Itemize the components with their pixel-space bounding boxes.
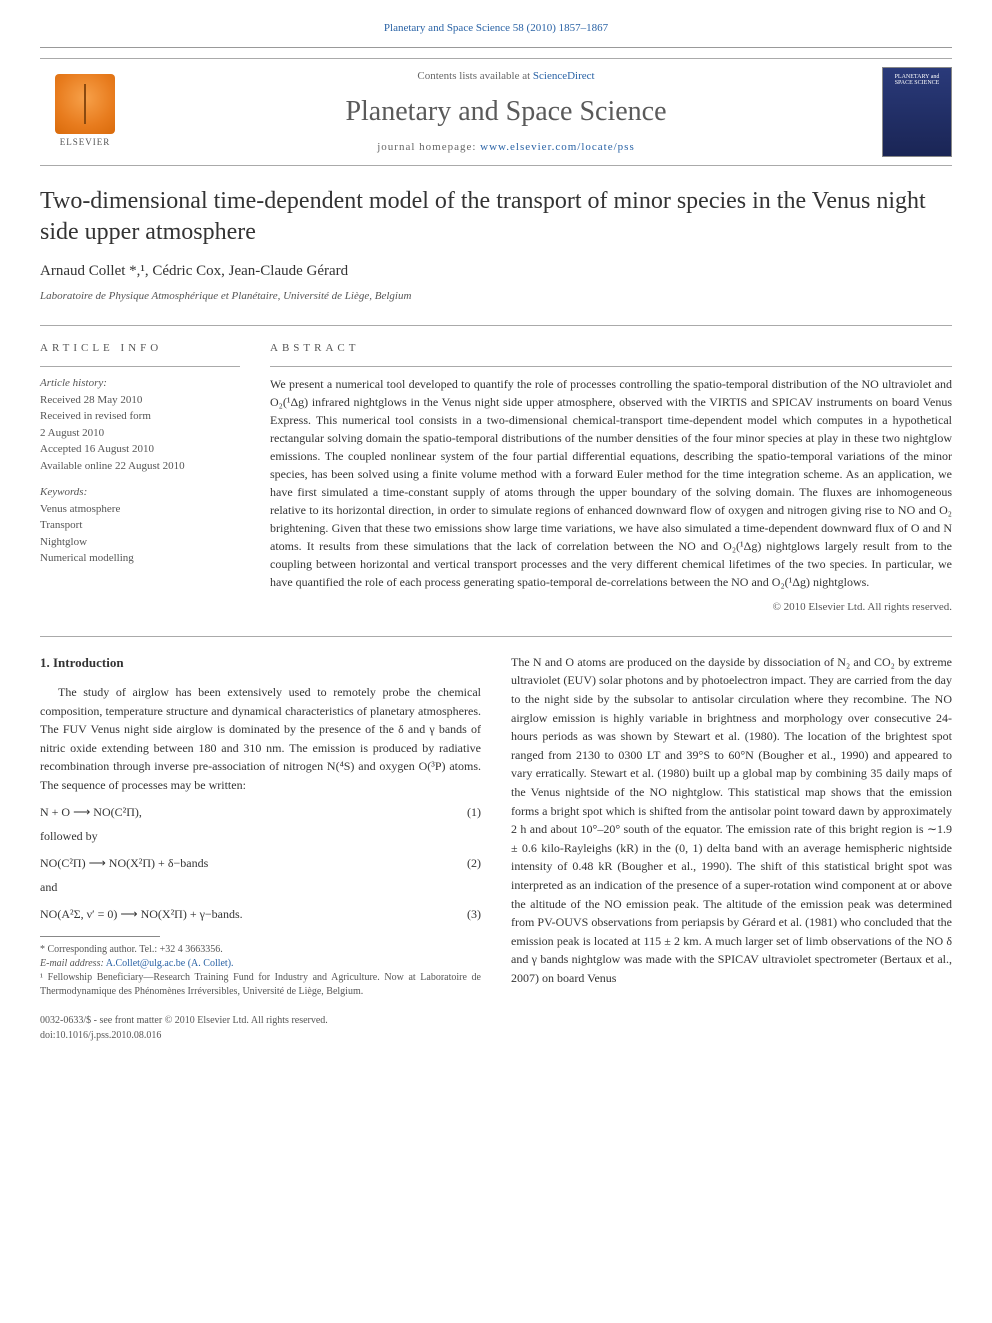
eq-followed: followed by [40, 827, 481, 846]
footnotes: * Corresponding author. Tel.: +32 4 3663… [40, 943, 481, 999]
history-line: Accepted 16 August 2010 [40, 441, 240, 458]
issn-line: 0032-0633/$ - see front matter © 2010 El… [40, 1013, 481, 1029]
elsevier-tree-icon [55, 74, 115, 134]
keyword: Transport [40, 517, 240, 534]
journal-title: Planetary and Space Science [130, 91, 882, 133]
email-link[interactable]: A.Collet@ulg.ac.be (A. Collet). [106, 958, 234, 969]
right-para: The N and O atoms are produced on the da… [511, 653, 952, 988]
abstract-text: We present a numerical tool developed to… [270, 375, 952, 591]
homepage-prefix: journal homepage: [377, 141, 480, 153]
history-line: 2 August 2010 [40, 425, 240, 442]
eq1-num: (1) [467, 803, 481, 822]
body-columns: 1. Introduction The study of airglow has… [40, 636, 952, 1044]
right-column: The N and O atoms are produced on the da… [511, 653, 952, 1044]
abstract-block: ABSTRACT We present a numerical tool dev… [270, 340, 952, 616]
elsevier-logo: ELSEVIER [40, 74, 130, 150]
authors: Arnaud Collet *,¹, Cédric Cox, Jean-Clau… [40, 260, 952, 283]
masthead-center: Contents lists available at ScienceDirec… [130, 68, 882, 155]
article-title: Two-dimensional time-dependent model of … [40, 186, 952, 248]
left-column: 1. Introduction The study of airglow has… [40, 653, 481, 1044]
affiliation: Laboratoire de Physique Atmosphérique et… [40, 288, 952, 305]
citation-vol: 58 (2010) 1857–1867 [513, 22, 608, 34]
keyword: Nightglow [40, 534, 240, 551]
abstract-label: ABSTRACT [270, 340, 952, 357]
equation-3: NO(A²Σ, ν′ = 0) ⟶ NO(X²Π) + γ−bands. (3) [40, 905, 481, 924]
eq2-num: (2) [467, 854, 481, 873]
email-label: E-mail address: [40, 958, 104, 969]
eq3-num: (3) [467, 905, 481, 924]
keywords-list: Venus atmosphere Transport Nightglow Num… [40, 501, 240, 567]
elsevier-label: ELSEVIER [60, 136, 111, 150]
footnote-separator [40, 936, 160, 937]
info-rule [40, 366, 240, 367]
bottom-meta: 0032-0633/$ - see front matter © 2010 El… [40, 1013, 481, 1044]
equation-2: NO(C²Π) ⟶ NO(X²Π) + δ−bands (2) [40, 854, 481, 873]
corresponding-author: * Corresponding author. Tel.: +32 4 3663… [40, 943, 481, 957]
equation-1: N + O ⟶ NO(C²Π), (1) [40, 803, 481, 822]
history-line: Available online 22 August 2010 [40, 458, 240, 475]
history-line: Received in revised form [40, 408, 240, 425]
intro-para: The study of airglow has been extensivel… [40, 683, 481, 795]
top-rule [40, 47, 952, 48]
sciencedirect-link[interactable]: ScienceDirect [533, 70, 595, 82]
email-line: E-mail address: A.Collet@ulg.ac.be (A. C… [40, 957, 481, 971]
keyword: Numerical modelling [40, 550, 240, 567]
footnote-1: ¹ Fellowship Beneficiary—Research Traini… [40, 971, 481, 999]
article-history: Article history: Received 28 May 2010 Re… [40, 375, 240, 474]
eq2-expr: NO(C²Π) ⟶ NO(X²Π) + δ−bands [40, 854, 208, 873]
history-head: Article history: [40, 375, 240, 392]
section-heading: 1. Introduction [40, 653, 481, 673]
history-line: Received 28 May 2010 [40, 392, 240, 409]
journal-cover-thumbnail: PLANETARY and SPACE SCIENCE [882, 67, 952, 157]
homepage-line: journal homepage: www.elsevier.com/locat… [130, 139, 882, 156]
eq-and: and [40, 878, 481, 897]
citation-link[interactable]: Planetary and Space Science 58 (2010) 18… [384, 22, 608, 34]
article-info: ARTICLE INFO Article history: Received 2… [40, 340, 240, 616]
citation-journal: Planetary and Space Science [384, 22, 510, 34]
cover-label: PLANETARY and SPACE SCIENCE [883, 74, 951, 87]
abstract-rule [270, 366, 952, 367]
abstract-copyright: © 2010 Elsevier Ltd. All rights reserved… [270, 599, 952, 616]
contents-prefix: Contents lists available at [417, 70, 532, 82]
info-abstract-row: ARTICLE INFO Article history: Received 2… [40, 325, 952, 616]
eq3-expr: NO(A²Σ, ν′ = 0) ⟶ NO(X²Π) + γ−bands. [40, 905, 243, 924]
masthead: ELSEVIER Contents lists available at Sci… [40, 58, 952, 166]
homepage-link[interactable]: www.elsevier.com/locate/pss [480, 141, 635, 153]
doi-line: doi:10.1016/j.pss.2010.08.016 [40, 1028, 481, 1044]
contents-line: Contents lists available at ScienceDirec… [130, 68, 882, 85]
eq1-expr: N + O ⟶ NO(C²Π), [40, 803, 142, 822]
keyword: Venus atmosphere [40, 501, 240, 518]
running-header: Planetary and Space Science 58 (2010) 18… [40, 20, 952, 37]
article-info-label: ARTICLE INFO [40, 340, 240, 357]
keywords-head: Keywords: [40, 484, 240, 501]
